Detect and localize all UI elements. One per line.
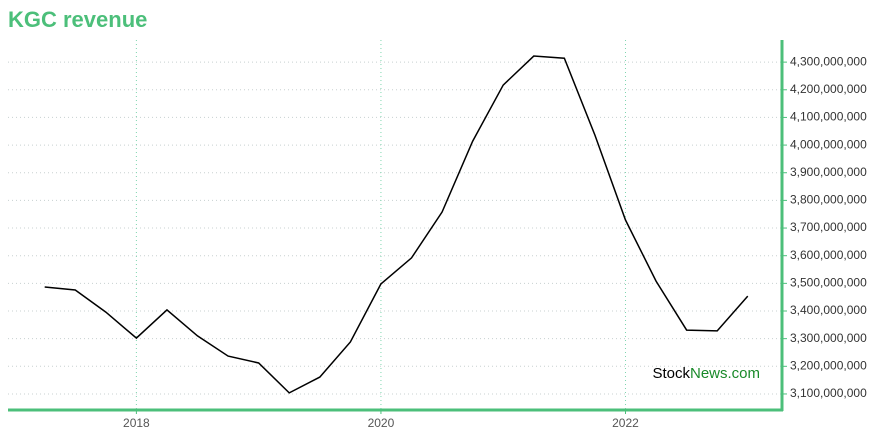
watermark-part: News.com xyxy=(690,365,760,382)
y-tick-label: 3,900,000,000 xyxy=(790,165,867,179)
y-tick-label: 4,100,000,000 xyxy=(790,110,867,124)
y-tick-label: 3,500,000,000 xyxy=(790,276,867,290)
y-tick-label: 3,100,000,000 xyxy=(790,386,867,400)
y-tick-label: 4,200,000,000 xyxy=(790,82,867,96)
chart-title: KGC revenue xyxy=(8,7,147,32)
watermark: StockNews.com xyxy=(652,365,760,382)
y-tick-label: 3,700,000,000 xyxy=(790,220,867,234)
watermark-part: Stock xyxy=(652,365,690,382)
x-tick-label: 2022 xyxy=(612,416,639,430)
y-tick-label: 3,300,000,000 xyxy=(790,331,867,345)
y-tick-label: 4,000,000,000 xyxy=(790,137,867,151)
y-tick-label: 3,400,000,000 xyxy=(790,303,867,317)
x-tick-label: 2020 xyxy=(368,416,395,430)
x-tick-label: 2018 xyxy=(123,416,150,430)
line-series xyxy=(44,55,749,394)
y-tick-label: 3,600,000,000 xyxy=(790,248,867,262)
y-tick-label: 4,300,000,000 xyxy=(790,54,867,68)
y-tick-label: 3,200,000,000 xyxy=(790,358,867,372)
y-tick-label: 3,800,000,000 xyxy=(790,193,867,207)
